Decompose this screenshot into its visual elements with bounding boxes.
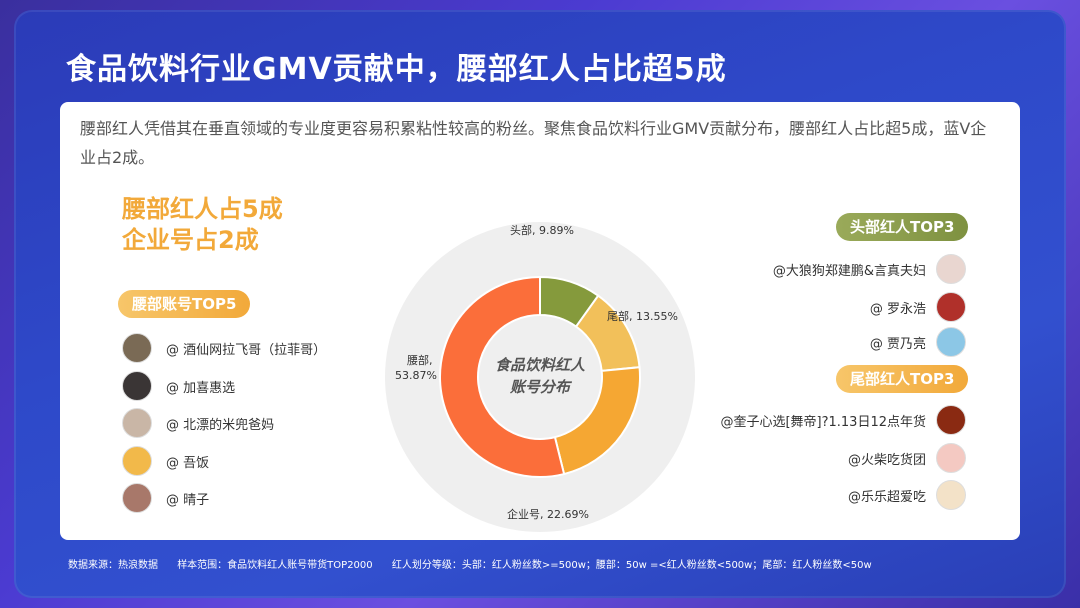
account-name: @火柴吃货团 xyxy=(847,452,926,468)
avatar xyxy=(122,446,152,476)
head-top3-label: 头部红人TOP3 xyxy=(836,213,969,241)
account-name: @ 北漂的米兜爸妈 xyxy=(166,417,275,433)
avatar xyxy=(936,480,966,510)
footer-grading: 红人划分等级：头部：红人粉丝数>=500w；腰部：50w =<红人粉丝数<500… xyxy=(391,560,872,571)
account-name: @ 加喜惠选 xyxy=(166,380,236,396)
footer-source: 数据来源：热浪数据 xyxy=(68,560,158,571)
avatar xyxy=(936,292,966,322)
account-name: @ 罗永浩 xyxy=(869,301,926,317)
avatar xyxy=(936,405,966,435)
key-stat: 腰部红人占5成 企业号占2成 xyxy=(122,194,283,256)
head-account-1: @大狼狗郑建鹏&言真夫妇 xyxy=(773,254,966,284)
content-card: 腰部红人凭借其在垂直领域的专业度更容易积累粘性较高的粉丝。聚焦食品饮料行业GMV… xyxy=(60,102,1020,540)
tail-account-2: @火柴吃货团 xyxy=(848,443,966,473)
key-stat-line-1: 腰部红人占5成 xyxy=(122,195,283,223)
center-label-line-2: 账号分布 xyxy=(509,378,573,396)
account-name: @ 贾乃亮 xyxy=(869,336,926,352)
account-name: @ 酒仙网拉飞哥（拉菲哥） xyxy=(166,342,327,358)
account-name: @奎子心选[舞帝]?1.13日12点年货 xyxy=(720,414,926,430)
intro-text: 腰部红人凭借其在垂直领域的专业度更容易积累粘性较高的粉丝。聚焦食品饮料行业GMV… xyxy=(80,119,987,167)
account-name: @ 晴子 xyxy=(166,492,210,508)
account-name: @ 吾饭 xyxy=(166,455,210,471)
account-name: @大狼狗郑建鹏&言真夫妇 xyxy=(772,263,926,279)
waist-account-2: @ 加喜惠选 xyxy=(122,371,235,401)
gmv-donut-chart: 食品饮料红人 账号分布 头部, 9.89% 尾部, 13.55% 企业号, 22.6… xyxy=(385,222,695,532)
account-name: @乐乐超爱吃 xyxy=(847,489,926,505)
waist-account-1: @ 酒仙网拉飞哥（拉菲哥） xyxy=(122,333,326,363)
tail-account-1: @奎子心选[舞帝]?1.13日12点年货 xyxy=(720,405,966,435)
avatar xyxy=(936,327,966,357)
center-label-line-1: 食品饮料红人 xyxy=(495,356,586,374)
tail-account-3: @乐乐超爱吃 xyxy=(848,480,966,510)
key-stat-line-2: 企业号占2成 xyxy=(122,226,259,254)
avatar xyxy=(936,254,966,284)
avatar xyxy=(122,371,152,401)
slice-label: 尾部, 13.55% xyxy=(607,309,678,323)
avatar xyxy=(122,483,152,513)
slice-label: 企业号, 22.69% xyxy=(507,507,589,521)
waist-account-3: @ 北漂的米兜爸妈 xyxy=(122,408,274,438)
donut-backdrop xyxy=(385,222,695,532)
waist-account-5: @ 晴子 xyxy=(122,483,209,513)
page-title: 食品饮料行业GMV贡献中，腰部红人占比超5成 xyxy=(66,52,727,87)
head-account-3: @ 贾乃亮 xyxy=(870,327,966,357)
slice-label: 头部, 9.89% xyxy=(510,223,574,237)
avatar xyxy=(936,443,966,473)
slice-label: 腰部, 53.87% xyxy=(395,353,437,382)
footer-scope: 样本范围：食品饮料红人账号带货TOP2000 xyxy=(177,560,373,571)
waist-top5-label: 腰部账号TOP5 xyxy=(118,290,251,318)
tail-top3-label: 尾部红人TOP3 xyxy=(836,365,969,393)
donut-slice xyxy=(439,275,566,478)
avatar xyxy=(122,408,152,438)
avatar xyxy=(122,333,152,363)
head-account-2: @ 罗永浩 xyxy=(870,292,966,322)
waist-account-4: @ 吾饭 xyxy=(122,446,209,476)
footer-notes: 数据来源：热浪数据 样本范围：食品饮料红人账号带货TOP2000 红人划分等级：… xyxy=(68,556,888,571)
